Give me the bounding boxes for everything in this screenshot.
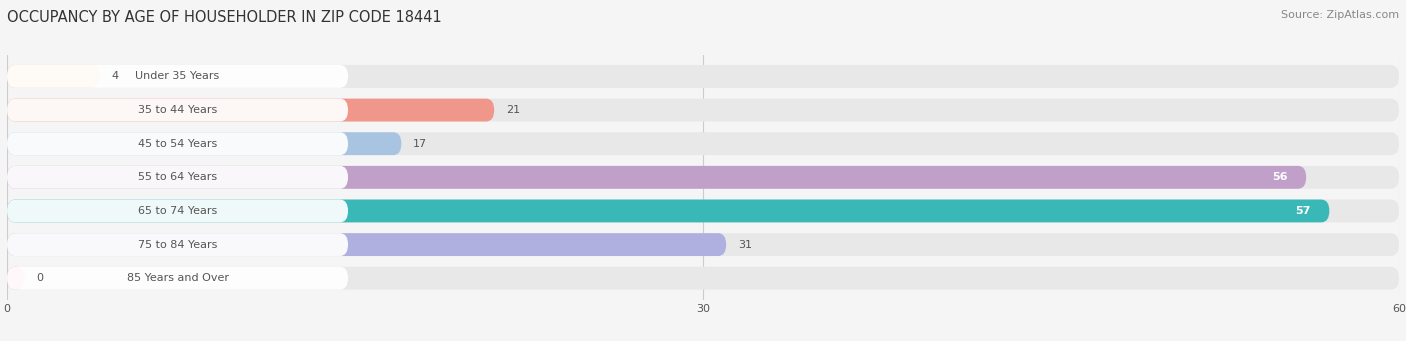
- FancyBboxPatch shape: [7, 132, 349, 155]
- Text: Under 35 Years: Under 35 Years: [135, 71, 219, 81]
- FancyBboxPatch shape: [7, 99, 495, 121]
- FancyBboxPatch shape: [7, 99, 1399, 121]
- Text: 55 to 64 Years: 55 to 64 Years: [138, 172, 217, 182]
- FancyBboxPatch shape: [7, 166, 1306, 189]
- Text: 57: 57: [1295, 206, 1310, 216]
- Text: OCCUPANCY BY AGE OF HOUSEHOLDER IN ZIP CODE 18441: OCCUPANCY BY AGE OF HOUSEHOLDER IN ZIP C…: [7, 10, 441, 25]
- FancyBboxPatch shape: [7, 233, 1399, 256]
- Text: 4: 4: [111, 71, 118, 81]
- FancyBboxPatch shape: [7, 267, 25, 290]
- FancyBboxPatch shape: [7, 199, 1330, 222]
- FancyBboxPatch shape: [7, 233, 349, 256]
- Text: 31: 31: [738, 240, 752, 250]
- FancyBboxPatch shape: [7, 199, 349, 222]
- FancyBboxPatch shape: [7, 65, 349, 88]
- Text: Source: ZipAtlas.com: Source: ZipAtlas.com: [1281, 10, 1399, 20]
- Text: 65 to 74 Years: 65 to 74 Years: [138, 206, 217, 216]
- FancyBboxPatch shape: [7, 65, 1399, 88]
- FancyBboxPatch shape: [7, 166, 349, 189]
- FancyBboxPatch shape: [7, 166, 1399, 189]
- FancyBboxPatch shape: [7, 267, 349, 290]
- Text: 21: 21: [506, 105, 520, 115]
- FancyBboxPatch shape: [7, 132, 402, 155]
- FancyBboxPatch shape: [7, 99, 349, 121]
- FancyBboxPatch shape: [7, 199, 1399, 222]
- FancyBboxPatch shape: [7, 132, 1399, 155]
- FancyBboxPatch shape: [7, 65, 100, 88]
- FancyBboxPatch shape: [7, 267, 1399, 290]
- Text: 75 to 84 Years: 75 to 84 Years: [138, 240, 218, 250]
- Text: 35 to 44 Years: 35 to 44 Years: [138, 105, 217, 115]
- Text: 0: 0: [37, 273, 44, 283]
- Text: 17: 17: [413, 139, 427, 149]
- Text: 85 Years and Over: 85 Years and Over: [127, 273, 229, 283]
- Text: 56: 56: [1272, 172, 1288, 182]
- FancyBboxPatch shape: [7, 233, 727, 256]
- Text: 45 to 54 Years: 45 to 54 Years: [138, 139, 217, 149]
